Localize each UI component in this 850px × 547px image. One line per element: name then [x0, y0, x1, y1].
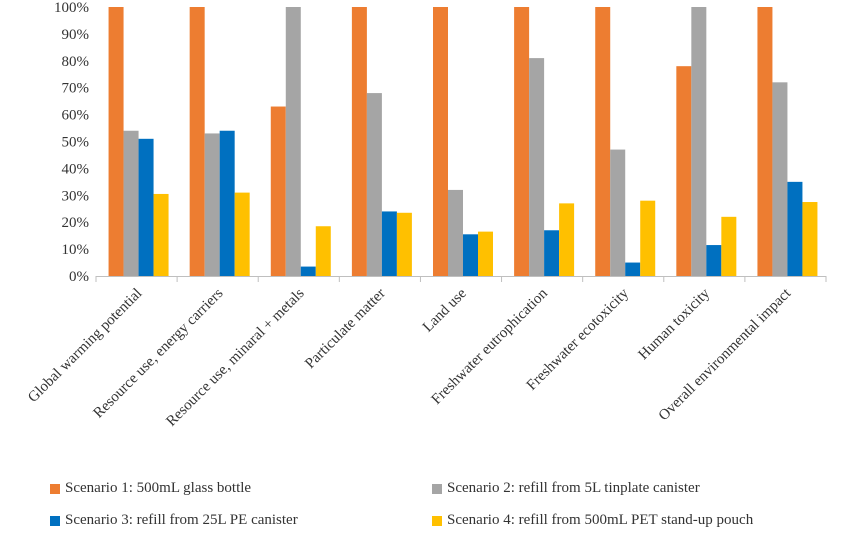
- bar-resource-use-energy-carriers-scenario-4: [234, 192, 250, 276]
- y-tick-label-50: 50%: [62, 135, 90, 151]
- bar-resource-use-minaral-metals-scenario-1: [270, 106, 286, 276]
- bar-global-warming-potential-scenario-2: [123, 130, 139, 276]
- bar-freshwater-ecotoxicity-scenario-3: [625, 262, 641, 276]
- y-tick-label-10: 10%: [62, 242, 90, 258]
- bar-human-toxicity-scenario-3: [706, 245, 722, 276]
- bar-freshwater-eutrophication-scenario-1: [514, 7, 530, 276]
- bars: [108, 7, 818, 277]
- category-label-particulate-matter: Particulate matter: [302, 286, 388, 372]
- y-tick-label-100: 100%: [54, 0, 89, 16]
- bar-land-use-scenario-2: [448, 189, 463, 276]
- legend-item-scenario-2: Scenario 2: refill from 5L tinplate cani…: [432, 480, 700, 497]
- legend-swatch-scenario-1: [50, 483, 60, 494]
- bar-global-warming-potential-scenario-1: [108, 7, 124, 276]
- y-tick-label-20: 20%: [62, 215, 90, 231]
- bar-particulate-matter-scenario-1: [351, 7, 367, 276]
- legend-label-scenario-2: Scenario 2: refill from 5L tinplate cani…: [447, 480, 700, 496]
- bar-freshwater-ecotoxicity-scenario-4: [640, 200, 656, 276]
- bar-overall-environmental-impact-scenario-4: [802, 202, 818, 276]
- y-tick-label-60: 60%: [62, 108, 90, 124]
- x-axis-tick-marks: [95, 276, 827, 282]
- legend-label-scenario-4: Scenario 4: refill from 500mL PET stand-…: [447, 512, 754, 528]
- bar-human-toxicity-scenario-2: [691, 7, 707, 276]
- legend-item-scenario-1: Scenario 1: 500mL glass bottle: [50, 480, 251, 497]
- bar-resource-use-energy-carriers-scenario-3: [219, 130, 235, 276]
- bar-overall-environmental-impact-scenario-3: [787, 181, 803, 276]
- bar-freshwater-ecotoxicity-scenario-2: [610, 149, 626, 276]
- bar-land-use-scenario-3: [463, 234, 478, 276]
- category-label-land-use: Land use: [420, 285, 470, 335]
- bar-freshwater-eutrophication-scenario-4: [559, 203, 575, 276]
- legend-label-scenario-1: Scenario 1: 500mL glass bottle: [65, 480, 252, 496]
- y-tick-label-40: 40%: [62, 161, 90, 177]
- bar-land-use-scenario-4: [478, 231, 493, 276]
- bar-human-toxicity-scenario-1: [676, 66, 692, 277]
- legend-swatch-scenario-4: [432, 515, 442, 526]
- legend-item-scenario-4: Scenario 4: refill from 500mL PET stand-…: [432, 512, 753, 529]
- y-tick-label-30: 30%: [62, 188, 90, 204]
- bar-overall-environmental-impact-scenario-2: [772, 82, 788, 276]
- bar-resource-use-energy-carriers-scenario-2: [204, 133, 220, 276]
- category-label-resource-use-energy-carriers: Resource use, energy carriers: [91, 285, 227, 421]
- category-label-human-toxicity: Human toxicity: [636, 285, 714, 363]
- category-label-overall-environmental-impact: Overall environmental impact: [656, 285, 795, 424]
- legend-swatch-scenario-2: [432, 483, 442, 494]
- bar-resource-use-minaral-metals-scenario-4: [315, 226, 331, 276]
- bar-particulate-matter-scenario-2: [366, 93, 382, 276]
- bar-resource-use-minaral-metals-scenario-2: [285, 7, 301, 276]
- y-axis-ticks: 0% 10% 20% 30% 40% 50% 60% 70% 80% 90% 100%: [54, 0, 89, 285]
- bar-resource-use-energy-carriers-scenario-1: [189, 7, 205, 276]
- bar-freshwater-ecotoxicity-scenario-1: [595, 7, 611, 276]
- y-tick-label-90: 90%: [62, 27, 90, 43]
- bar-particulate-matter-scenario-3: [381, 211, 397, 276]
- y-tick-label-0: 0%: [69, 269, 89, 285]
- bar-overall-environmental-impact-scenario-1: [757, 7, 773, 276]
- bar-global-warming-potential-scenario-4: [153, 193, 169, 276]
- bar-particulate-matter-scenario-4: [396, 212, 412, 276]
- bar-global-warming-potential-scenario-3: [138, 138, 154, 276]
- legend-item-scenario-3: Scenario 3: refill from 25L PE canister: [50, 512, 298, 529]
- legend-swatch-scenario-3: [50, 515, 60, 526]
- bar-resource-use-minaral-metals-scenario-3: [300, 266, 316, 276]
- y-tick-label-80: 80%: [62, 54, 90, 70]
- category-label-resource-use-minaral-metals: Resource use, minaral + metals: [163, 285, 307, 429]
- bar-freshwater-eutrophication-scenario-3: [544, 230, 560, 276]
- bar-human-toxicity-scenario-4: [721, 216, 737, 276]
- y-tick-label-70: 70%: [62, 81, 90, 97]
- bar-freshwater-eutrophication-scenario-2: [529, 58, 545, 276]
- legend-label-scenario-3: Scenario 3: refill from 25L PE canister: [65, 512, 298, 528]
- bar-land-use-scenario-1: [433, 7, 448, 276]
